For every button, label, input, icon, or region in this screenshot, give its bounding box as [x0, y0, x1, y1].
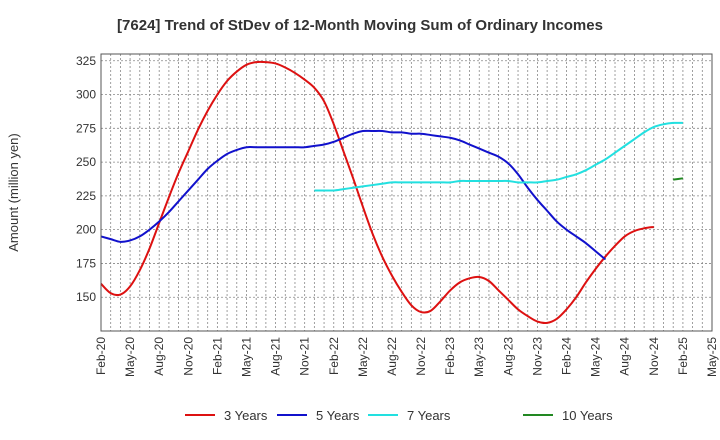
legend-label: 5 Years — [316, 408, 360, 423]
x-tick-label: Feb-21 — [210, 337, 224, 375]
x-tick-label: Feb-22 — [327, 337, 341, 375]
y-axis-label: Amount (million yen) — [6, 133, 21, 252]
x-tick-label: May-22 — [356, 337, 370, 377]
x-ticks: Feb-20 May-20 Aug-20 Nov-20 Feb-21 May-21 Aug-… — [94, 337, 719, 377]
y-tick-label: 300 — [76, 88, 96, 102]
series-line-7-years — [314, 121, 683, 192]
chart-title: [7624] Trend of StDev of 12-Month Moving… — [117, 17, 603, 34]
x-tick-label: Nov-23 — [530, 337, 544, 376]
plot-frame — [100, 53, 713, 332]
y-tick-label: 200 — [76, 223, 96, 237]
y-tick-label: 225 — [76, 189, 96, 203]
x-tick-label: May-24 — [589, 337, 603, 377]
x-tick-label: Feb-23 — [443, 337, 457, 375]
x-tick-label: Aug-22 — [385, 337, 399, 376]
legend-label: 7 Years — [407, 408, 451, 423]
x-tick-label: May-23 — [472, 337, 486, 377]
series-lines — [100, 60, 684, 325]
grid — [100, 54, 713, 331]
series-line-10-years — [673, 177, 684, 181]
series-line-3-years — [100, 60, 654, 325]
x-tick-label: Aug-23 — [501, 337, 515, 376]
x-tick-label: Aug-21 — [269, 337, 283, 376]
x-tick-label: Feb-24 — [560, 337, 574, 375]
y-ticks: 150 175 200 225 250 275 300 325 — [76, 54, 96, 304]
x-tick-label: Aug-24 — [618, 337, 632, 376]
x-tick-label: Aug-20 — [152, 337, 166, 376]
x-tick-label: May-20 — [123, 337, 137, 377]
x-tick-label: Nov-22 — [414, 337, 428, 376]
legend-label: 10 Years — [562, 408, 613, 423]
legend: 3 Years 5 Years 7 Years 10 Years — [185, 408, 613, 423]
x-tick-label: May-25 — [705, 337, 719, 377]
series-line-5-years — [100, 129, 606, 261]
y-tick-label: 150 — [76, 290, 96, 304]
x-tick-label: Nov-20 — [181, 337, 195, 376]
x-tick-label: Feb-25 — [676, 337, 690, 375]
x-tick-label: Feb-20 — [94, 337, 108, 375]
x-tick-label: May-21 — [239, 337, 253, 377]
x-tick-label: Nov-21 — [298, 337, 312, 376]
y-tick-label: 325 — [76, 54, 96, 68]
y-tick-label: 175 — [76, 256, 96, 270]
x-tick-label: Nov-24 — [647, 337, 661, 376]
y-tick-label: 275 — [76, 121, 96, 135]
y-tick-label: 250 — [76, 155, 96, 169]
legend-label: 3 Years — [224, 408, 268, 423]
